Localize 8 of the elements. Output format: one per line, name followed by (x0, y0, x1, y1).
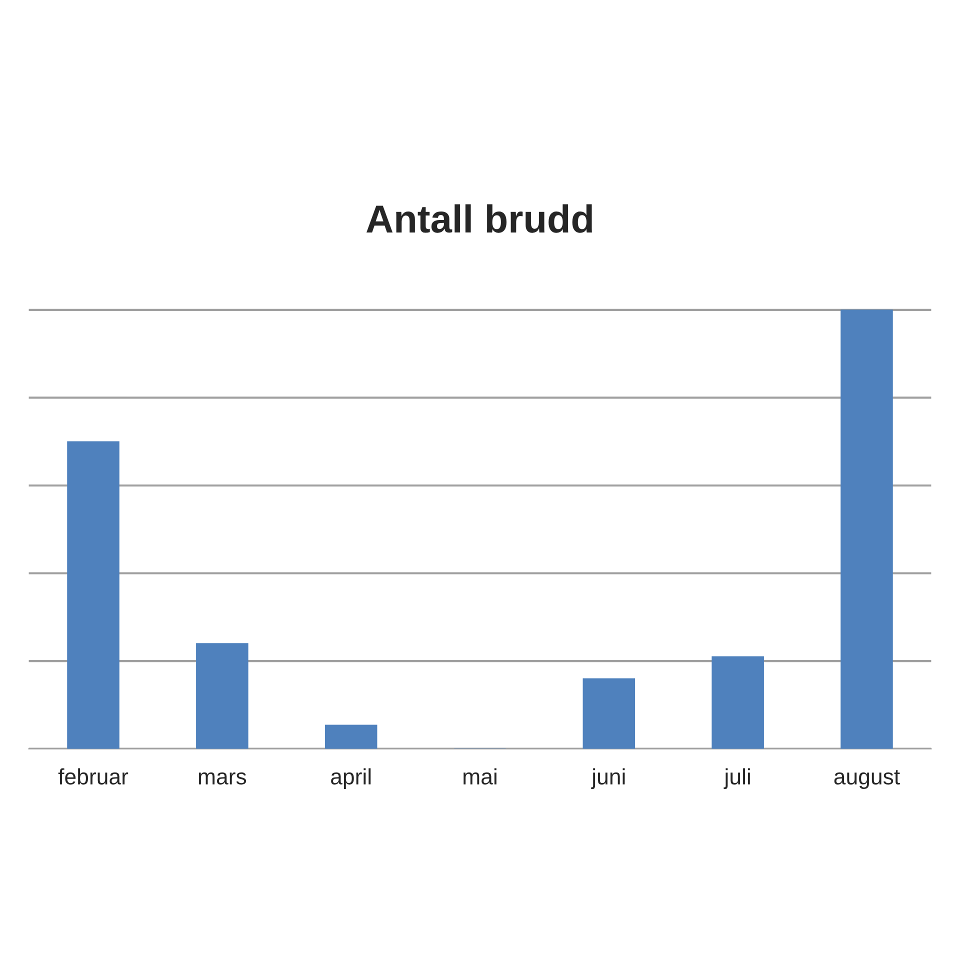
x-tick-label: mars (198, 772, 246, 785)
x-tick-label: juli (724, 768, 750, 789)
x-tick-label: mai (464, 768, 496, 785)
chart-title: Antall brudd (366, 204, 592, 233)
x-tick-label: august (834, 770, 900, 789)
x-tick-label: februar (58, 768, 128, 785)
x-tick-label: april (331, 768, 371, 789)
x-tick-label: juni (591, 768, 625, 789)
